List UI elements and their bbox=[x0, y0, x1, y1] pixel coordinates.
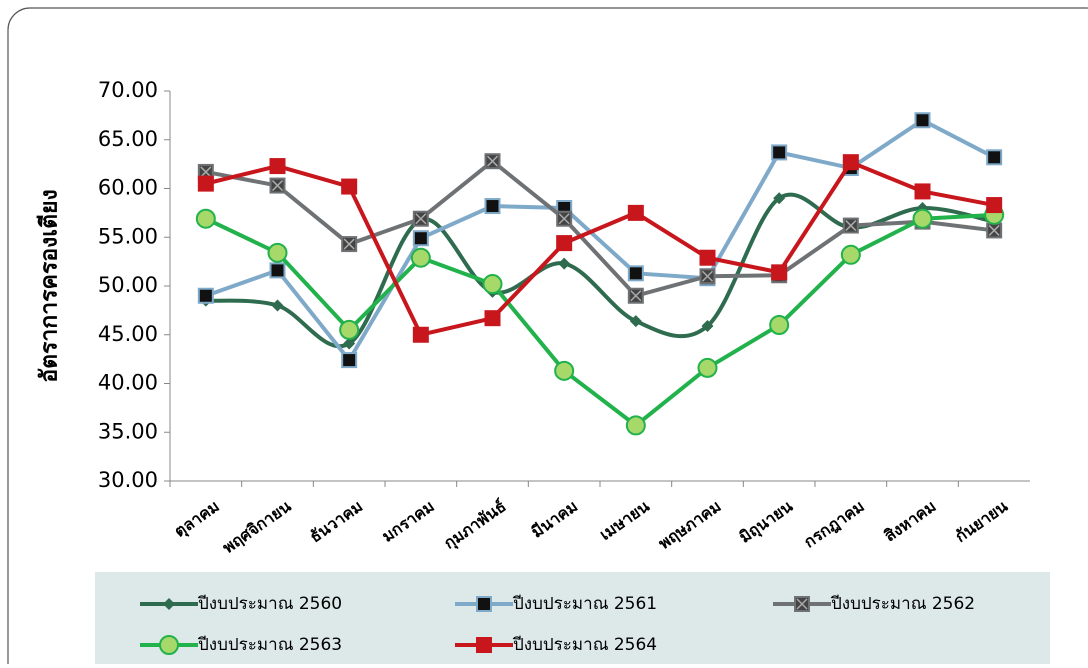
y-tick-label: 70.00 bbox=[98, 78, 158, 102]
y-axis-title: อัตราการครองเตียง bbox=[37, 189, 63, 383]
point bbox=[556, 235, 573, 252]
point-cross bbox=[845, 220, 857, 232]
point bbox=[699, 249, 716, 266]
y-tick-label: 30.00 bbox=[98, 468, 158, 492]
point bbox=[410, 247, 431, 268]
point bbox=[339, 319, 360, 340]
point bbox=[197, 175, 214, 192]
legend-marker-shape bbox=[476, 596, 492, 612]
point bbox=[484, 310, 501, 327]
point bbox=[267, 242, 288, 263]
point bbox=[341, 352, 358, 369]
point bbox=[558, 257, 571, 270]
point bbox=[195, 208, 216, 229]
point-cross bbox=[558, 213, 570, 225]
legend-marker bbox=[159, 635, 179, 655]
legend-label: ปีงบประมาณ 2563 bbox=[197, 635, 342, 655]
point-cross bbox=[630, 290, 642, 302]
point bbox=[629, 315, 642, 328]
series-line bbox=[205, 159, 995, 338]
legend-marker bbox=[163, 598, 175, 610]
point bbox=[482, 274, 503, 295]
legend-marker bbox=[476, 637, 492, 653]
y-tick-label: 35.00 bbox=[98, 419, 158, 443]
legend-marker bbox=[794, 596, 810, 612]
y-tick-label: 40.00 bbox=[98, 371, 158, 395]
point-cross bbox=[343, 238, 355, 250]
point bbox=[554, 360, 575, 381]
point bbox=[412, 230, 429, 247]
point bbox=[627, 204, 644, 221]
point bbox=[771, 144, 788, 161]
point bbox=[842, 154, 859, 171]
point-cross bbox=[415, 213, 427, 225]
series-line bbox=[205, 117, 996, 364]
y-tick-label: 60.00 bbox=[98, 176, 158, 200]
point bbox=[341, 178, 358, 195]
point-cross bbox=[486, 155, 499, 167]
legend-marker bbox=[476, 596, 492, 612]
point bbox=[914, 183, 931, 200]
point bbox=[197, 287, 214, 304]
point bbox=[912, 208, 933, 229]
point bbox=[986, 197, 1003, 214]
y-tick-label: 50.00 bbox=[98, 273, 158, 297]
point-cross bbox=[271, 180, 284, 192]
y-tick-label: 65.00 bbox=[98, 127, 158, 151]
point-cross bbox=[200, 166, 212, 178]
point bbox=[412, 326, 429, 343]
legend-label: ปีงบประมาณ 2561 bbox=[512, 594, 657, 614]
legend-box bbox=[95, 572, 1050, 667]
y-tick-label: 45.00 bbox=[98, 322, 158, 346]
point-cross bbox=[796, 598, 808, 610]
point bbox=[773, 192, 786, 205]
series-points bbox=[195, 204, 1005, 436]
point bbox=[269, 158, 286, 175]
point bbox=[769, 315, 790, 335]
point bbox=[697, 357, 718, 378]
point-cross bbox=[701, 270, 714, 282]
y-tick-label: 55.00 bbox=[98, 224, 158, 248]
point-cross bbox=[988, 224, 1000, 236]
point bbox=[484, 198, 501, 215]
series-line bbox=[205, 158, 995, 298]
point bbox=[914, 112, 931, 129]
point bbox=[701, 319, 714, 332]
series-points bbox=[197, 154, 1003, 343]
point bbox=[840, 244, 861, 265]
legend-marker-shape bbox=[476, 637, 492, 653]
point bbox=[625, 415, 646, 436]
series-line bbox=[204, 212, 995, 428]
legend-label: ปีงบประมาณ 2562 bbox=[830, 594, 975, 614]
point bbox=[771, 264, 788, 281]
legend-label: ปีงบประมาณ 2564 bbox=[512, 635, 657, 655]
point bbox=[986, 149, 1003, 166]
point bbox=[627, 265, 644, 282]
point bbox=[271, 299, 284, 312]
legend-label: ปีงบประมาณ 2560 bbox=[197, 594, 342, 614]
point bbox=[269, 262, 286, 279]
legend-marker-shape bbox=[163, 598, 175, 610]
point bbox=[343, 337, 356, 350]
legend-marker-shape bbox=[159, 635, 179, 655]
